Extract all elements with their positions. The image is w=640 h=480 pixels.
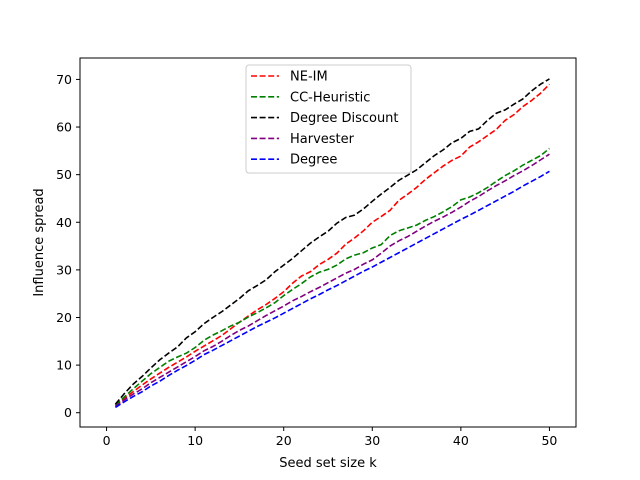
- plot-lines: [114, 78, 551, 409]
- legend-box: [245, 64, 412, 174]
- legend-label: Degree Discount: [290, 111, 399, 126]
- y-tick-label: 60: [56, 120, 72, 135]
- x-tick-label: 40: [453, 433, 469, 448]
- x-tick-label: 20: [276, 433, 292, 448]
- y-tick-label: 10: [56, 358, 72, 373]
- series-line-1: [114, 83, 551, 407]
- x-tick-label: 0: [103, 433, 111, 448]
- legend-label: CC-Heuristic: [290, 90, 370, 105]
- y-tick-label: 20: [56, 310, 72, 325]
- y-axis-label: Influence spread: [32, 188, 47, 296]
- x-tick-label: 50: [541, 433, 557, 448]
- y-tick-label: 40: [56, 215, 72, 230]
- series-line-5: [114, 170, 550, 409]
- y-tick-label: 30: [56, 262, 72, 277]
- y-axis: 0 10 20 30 40 50 60 70: [56, 72, 80, 420]
- legend: NE-IM CC-Heuristic Degree Discount Harveste…: [245, 64, 412, 174]
- legend-label: Harvester: [290, 132, 355, 147]
- legend-label: NE-IM: [290, 70, 328, 85]
- x-axis: 0 10 20 30 40 50: [103, 427, 557, 448]
- series-line-4: [114, 153, 550, 408]
- series-line-2: [114, 147, 550, 406]
- x-axis-label: Seed set size k: [279, 456, 377, 471]
- y-tick-label: 50: [56, 167, 72, 182]
- legend-label: Degree: [290, 153, 337, 168]
- x-tick-label: 30: [364, 433, 380, 448]
- plot-frame: [79, 57, 577, 428]
- series-line-3: [114, 78, 550, 405]
- x-tick-label: 10: [187, 433, 203, 448]
- y-tick-label: 70: [56, 72, 72, 87]
- y-tick-label: 0: [64, 405, 72, 420]
